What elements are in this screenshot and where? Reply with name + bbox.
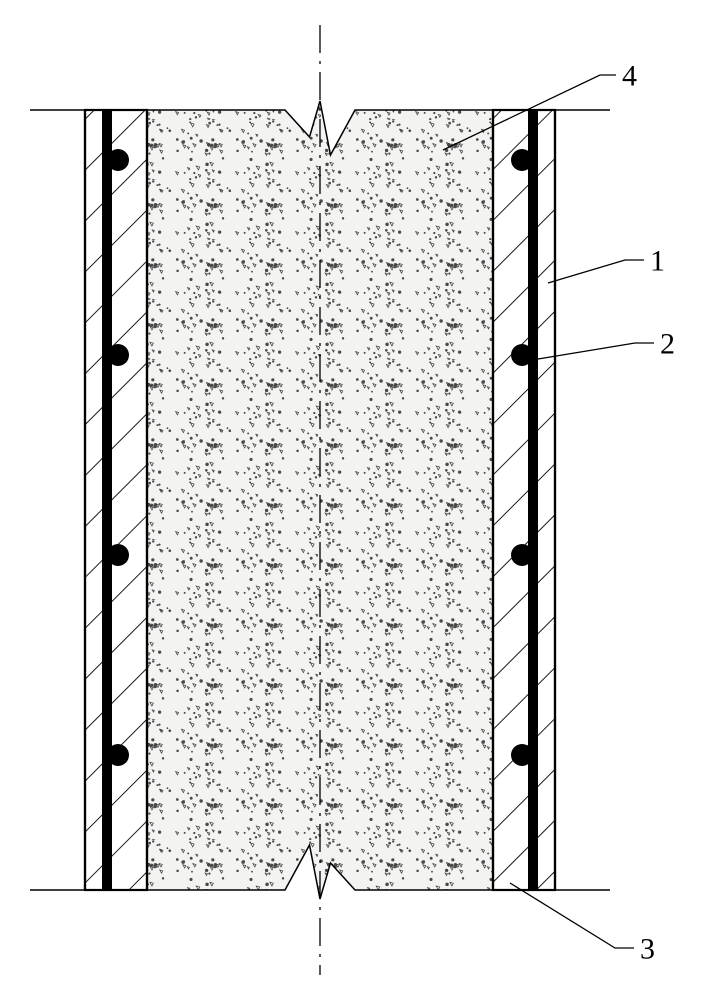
outer-casing-right — [493, 110, 555, 890]
rebar-left-2 — [107, 544, 129, 566]
rebar-left-3 — [107, 744, 129, 766]
label-4: 4 — [622, 60, 637, 93]
label-1: 1 — [650, 245, 665, 278]
outer-casing-left — [85, 110, 147, 890]
label-2: 2 — [660, 328, 675, 361]
rebar-left-0 — [107, 149, 129, 171]
rebar-right-1 — [511, 344, 533, 366]
rebar-right-2 — [511, 544, 533, 566]
leader-1 — [548, 260, 644, 283]
rebar-right-0 — [511, 149, 533, 171]
label-3: 3 — [640, 933, 655, 966]
leader-3 — [510, 883, 634, 948]
rebar-left-1 — [107, 344, 129, 366]
rebar-right-3 — [511, 744, 533, 766]
